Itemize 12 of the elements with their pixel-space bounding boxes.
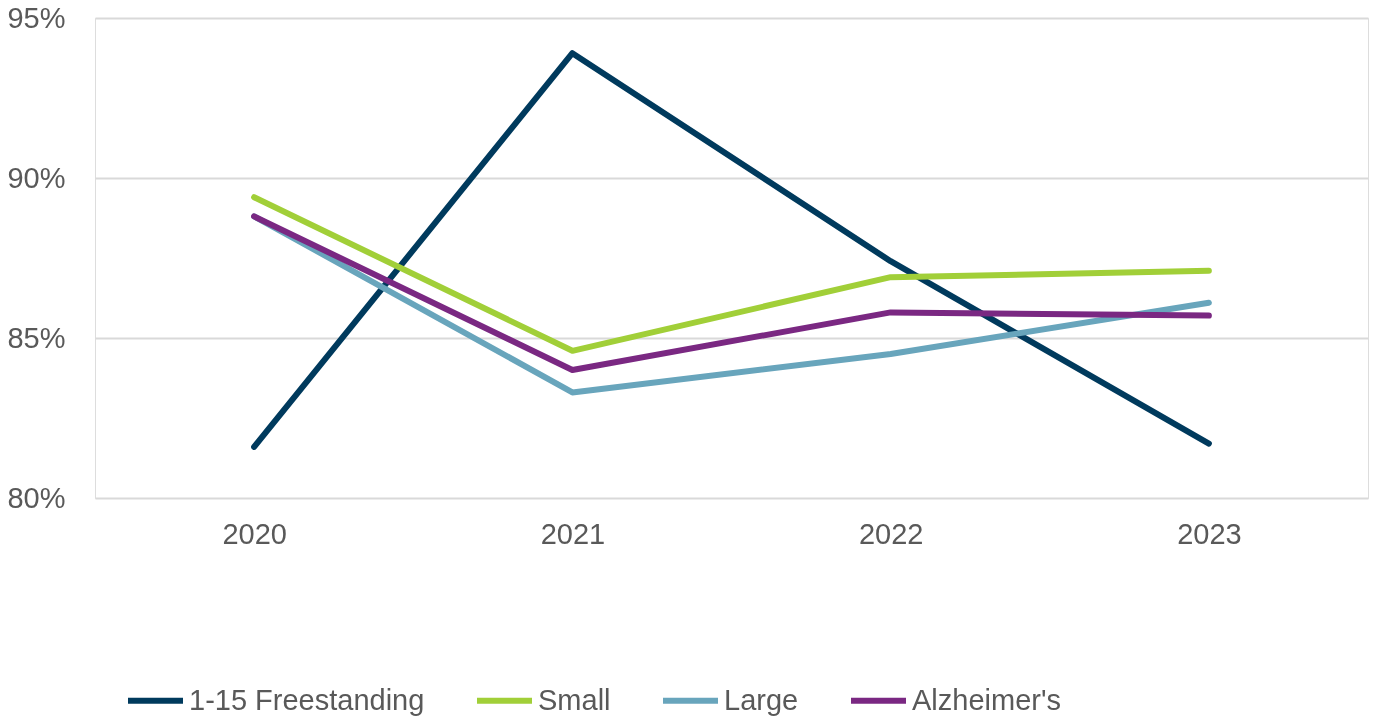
legend-label: 1-15 Freestanding [189, 683, 425, 716]
y-tick-label: 90% [7, 161, 66, 194]
x-tick-label: 2021 [540, 517, 606, 550]
x-tick-label: 2023 [1177, 517, 1242, 550]
x-tick-label: 2020 [222, 517, 287, 550]
x-tick-label: 2022 [858, 517, 924, 550]
y-tick-label: 80% [7, 481, 66, 514]
y-tick-label: 95% [7, 1, 66, 34]
legend-label: Alzheimer's [912, 683, 1061, 716]
legend-label: Small [538, 683, 611, 716]
y-tick-label: 85% [7, 321, 66, 354]
legend-label: Large [724, 683, 799, 716]
